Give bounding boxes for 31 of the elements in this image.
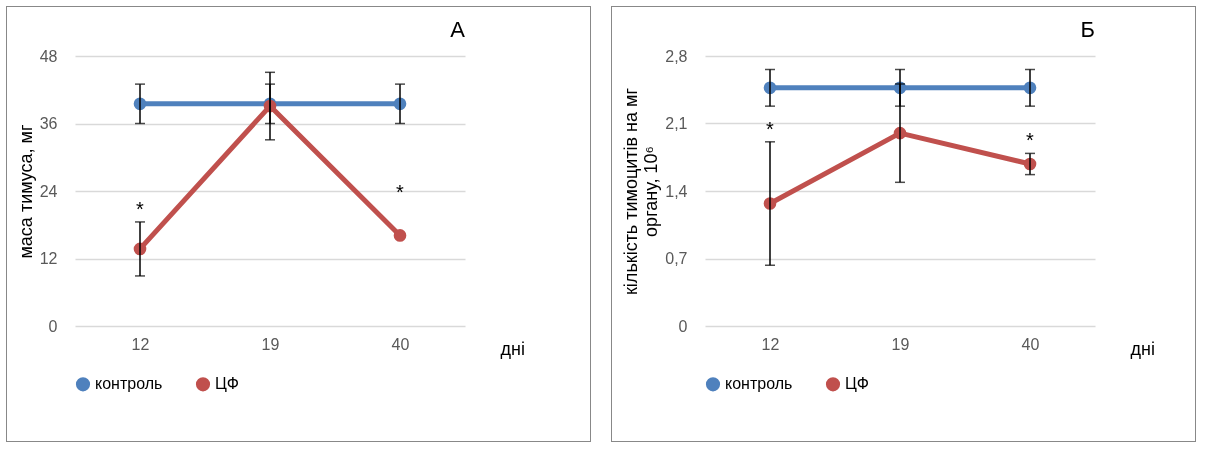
y-axis-title: маса тимуса, мг	[15, 124, 36, 259]
y-tick-label: 0	[678, 317, 688, 335]
legend-label: контроль	[725, 375, 793, 393]
x-tick-label: 12	[131, 335, 150, 353]
y-tick-label: 12	[39, 250, 58, 267]
y-tick-label: 36	[39, 115, 58, 132]
point	[393, 229, 407, 242]
x-tick-label: 19	[261, 335, 280, 353]
x-tick-label: 19	[891, 335, 910, 353]
y-tick-label: 2,1	[665, 115, 688, 132]
y-tick-label: 0	[48, 317, 58, 335]
x-axis-title: дні	[1130, 338, 1155, 359]
legend-label: контроль	[95, 375, 163, 393]
y-tick-label: 48	[39, 47, 58, 65]
x-axis-title: дні	[500, 338, 525, 359]
annotation: *	[136, 197, 145, 220]
x-tick-label: 40	[1021, 335, 1040, 353]
y-tick-label: 1,4	[665, 182, 688, 200]
annotation: *	[766, 117, 775, 140]
x-tick-label: 12	[761, 335, 780, 353]
y-tick-label: 2,8	[665, 47, 688, 65]
legend-label: ЦФ	[215, 375, 239, 393]
y-axis-title: кількість тимоцитів на мг органу, 10⁶	[621, 87, 662, 295]
y-tick-label: 24	[39, 182, 58, 200]
x-tick-label: 40	[391, 335, 410, 353]
chart-title: Б	[1080, 17, 1095, 42]
annotation: *	[1026, 129, 1035, 152]
chart-title: А	[450, 17, 466, 42]
y-tick-label: 0,7	[665, 250, 688, 267]
legend-label: ЦФ	[845, 375, 869, 393]
annotation: *	[396, 181, 405, 204]
